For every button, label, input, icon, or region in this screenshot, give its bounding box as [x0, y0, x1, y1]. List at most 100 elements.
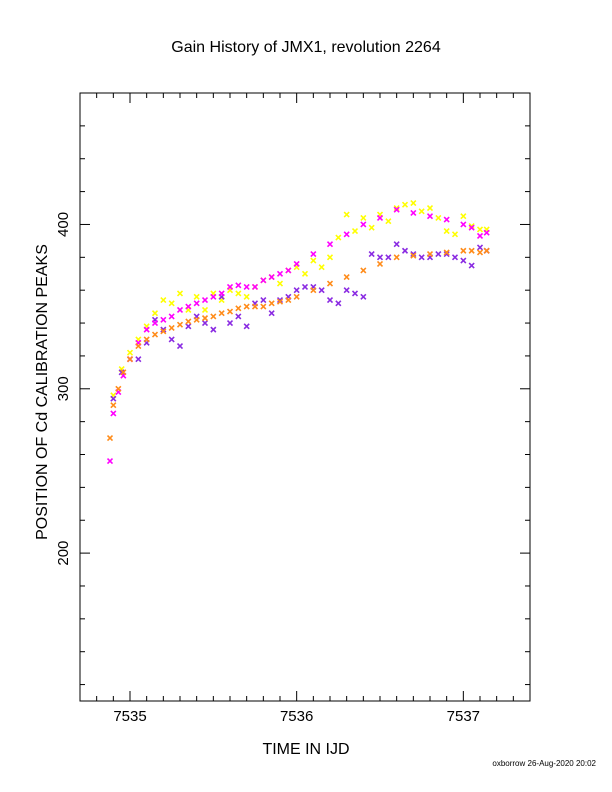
- yellow-point: [393, 204, 400, 212]
- yellow-point: [310, 257, 317, 264]
- magenta-point: [483, 229, 490, 236]
- tick-labels: 7535 7536 7537 200 300 400: [55, 212, 480, 725]
- yellow-point: [168, 300, 175, 307]
- yellow-point: [176, 290, 184, 297]
- yellow-point: [126, 349, 134, 356]
- yellow-point: [451, 231, 459, 238]
- purple-point: [451, 254, 459, 261]
- credit-line: oxborrow 26-Aug-2020 20:02: [492, 759, 596, 768]
- purple-point: [201, 319, 209, 327]
- magenta-point: [468, 224, 475, 231]
- magenta-point: [176, 306, 184, 313]
- purple-point: [385, 254, 392, 261]
- yellow-point: [160, 296, 167, 304]
- purple-point: [360, 293, 367, 300]
- magenta-point: [285, 267, 292, 274]
- magenta-point: [443, 216, 450, 223]
- magenta-point: [235, 282, 242, 289]
- orange-point: [226, 308, 234, 315]
- orange-point: [293, 293, 300, 300]
- orange-point: [168, 324, 175, 332]
- magenta-point: [268, 273, 275, 281]
- orange-point: [106, 435, 114, 442]
- y-tick-label: 200: [55, 541, 72, 566]
- orange-point: [410, 252, 417, 259]
- yellow-point: [476, 226, 484, 233]
- magenta-point: [460, 221, 467, 228]
- magenta-point: [143, 326, 150, 333]
- yellow-point: [235, 290, 242, 297]
- purple-point: [185, 323, 192, 330]
- orange-point: [483, 247, 490, 254]
- purple-point: [235, 313, 242, 320]
- yellow-point: [243, 293, 250, 300]
- orange-point: [243, 303, 250, 310]
- orange-point: [376, 260, 384, 267]
- yellow-point: [426, 204, 434, 212]
- magenta-point: [426, 213, 434, 220]
- magenta-point: [376, 214, 384, 221]
- yellow-point: [343, 211, 350, 218]
- purple-point: [351, 290, 359, 297]
- chart-title: Gain History of JMX1, revolution 2264: [171, 39, 441, 56]
- purple-point: [443, 250, 450, 258]
- purple-point: [160, 326, 167, 333]
- yellow-point: [335, 234, 342, 241]
- orange-point: [201, 315, 209, 322]
- purple-point: [435, 250, 442, 258]
- purple-point: [335, 300, 342, 307]
- magenta-point: [251, 283, 259, 290]
- x-tick-label: 7537: [447, 708, 480, 725]
- yellow-point: [368, 224, 375, 231]
- purple-point: [318, 287, 325, 294]
- purple-point: [343, 287, 350, 294]
- orange-point: [326, 280, 334, 287]
- yellow-point: [276, 280, 284, 287]
- yellow-point: [360, 214, 367, 221]
- magenta-point: [243, 283, 250, 290]
- purple-point: [393, 241, 400, 248]
- orange-point: [120, 369, 127, 376]
- orange-point: [176, 321, 184, 328]
- orange-point: [135, 342, 142, 350]
- data-marks: [106, 200, 490, 465]
- orange-point: [460, 247, 467, 254]
- magenta-point: [168, 313, 175, 320]
- yellow-point: [193, 293, 200, 300]
- orange-point: [160, 328, 167, 335]
- orange-point: [268, 300, 275, 307]
- purple-point: [401, 247, 409, 254]
- magenta-point: [201, 296, 209, 304]
- yellow-point: [468, 223, 475, 230]
- magenta-point: [210, 293, 217, 300]
- yellow-point: [435, 214, 442, 221]
- x-tick-label: 7536: [280, 708, 313, 725]
- magenta-point: [185, 303, 192, 310]
- orange-point: [218, 310, 225, 317]
- orange-point: [310, 287, 317, 294]
- magenta-point: [410, 209, 417, 217]
- yellow-point: [443, 227, 450, 235]
- x-tick-label: 7535: [113, 708, 146, 725]
- axis-ticks: [80, 93, 530, 701]
- yellow-point: [326, 254, 334, 261]
- orange-point: [443, 249, 450, 256]
- x-axis-title: TIME IN IJD: [262, 741, 349, 758]
- purple-point: [418, 254, 425, 261]
- yellow-point: [151, 310, 159, 317]
- magenta-point: [476, 232, 484, 240]
- orange-point: [151, 331, 159, 338]
- y-axis-title: POSITION OF Cd CALIBRATION PEAKS: [34, 244, 51, 540]
- orange-point: [115, 385, 122, 392]
- orange-point: [235, 305, 242, 312]
- purple-point: [276, 296, 284, 304]
- orange-point: [193, 316, 200, 323]
- purple-point: [368, 250, 375, 258]
- purple-point: [135, 356, 142, 363]
- purple-point: [468, 262, 475, 269]
- plot-border: [79, 92, 531, 702]
- y-tick-label: 300: [55, 376, 72, 401]
- orange-point: [343, 273, 350, 281]
- y-tick-label: 400: [55, 212, 72, 237]
